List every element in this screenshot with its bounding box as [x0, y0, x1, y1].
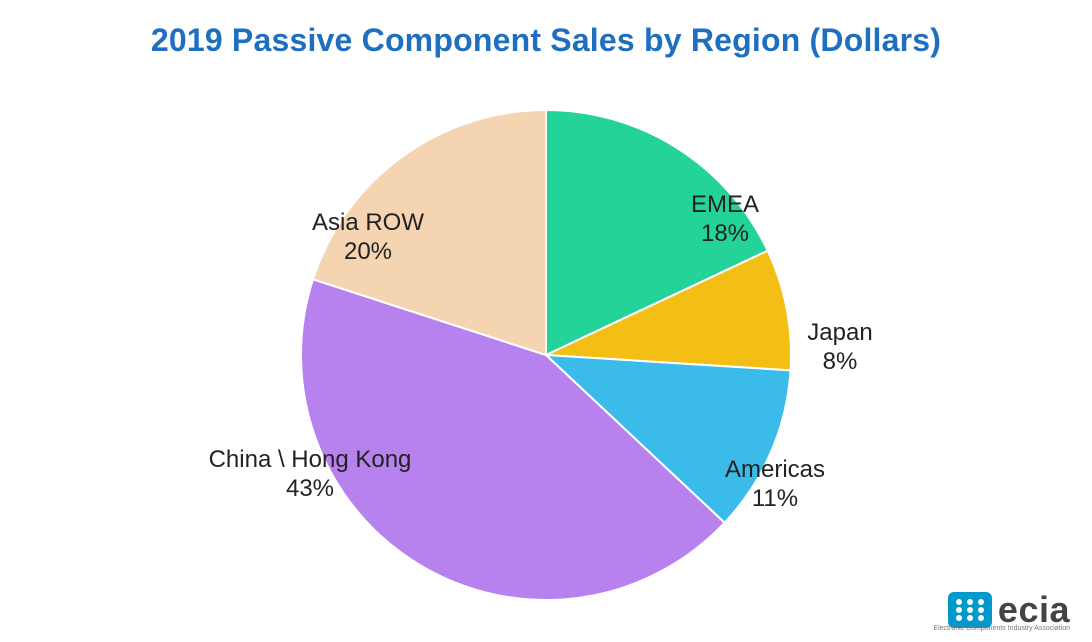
pie-svg [0, 70, 1092, 600]
slice-label-percent: 11% [725, 485, 825, 514]
slice-label-percent: 8% [807, 348, 872, 377]
ecia-logo-subtext: Electronic Components Industry Associati… [933, 625, 1070, 632]
slice-label-percent: 20% [312, 238, 424, 267]
slice-label-name: Asia ROW [312, 209, 424, 238]
slice-label-percent: 43% [209, 475, 412, 504]
slice-label: China \ Hong Kong43% [209, 446, 412, 504]
ecia-logo: ecia Electronic Components Industry Asso… [948, 592, 1070, 628]
chart-title: 2019 Passive Component Sales by Region (… [0, 22, 1092, 59]
ecia-logo-text: ecia [998, 592, 1070, 628]
slice-label-name: EMEA [691, 191, 759, 220]
slice-label-name: China \ Hong Kong [209, 446, 412, 475]
slice-label: EMEA18% [691, 191, 759, 249]
slice-label-percent: 18% [691, 220, 759, 249]
page: { "title": "2019 Passive Component Sales… [0, 0, 1092, 642]
logo-dots [956, 599, 984, 621]
ecia-logo-mark [948, 592, 992, 628]
slice-label: Americas11% [725, 456, 825, 514]
slice-label: Japan8% [807, 319, 872, 377]
pie-chart: EMEA18% Japan8% Americas11% China \ Hong Ko… [0, 70, 1092, 600]
slice-label-name: Americas [725, 456, 825, 485]
slice-label-name: Japan [807, 319, 872, 348]
slice-label: Asia ROW20% [312, 209, 424, 267]
